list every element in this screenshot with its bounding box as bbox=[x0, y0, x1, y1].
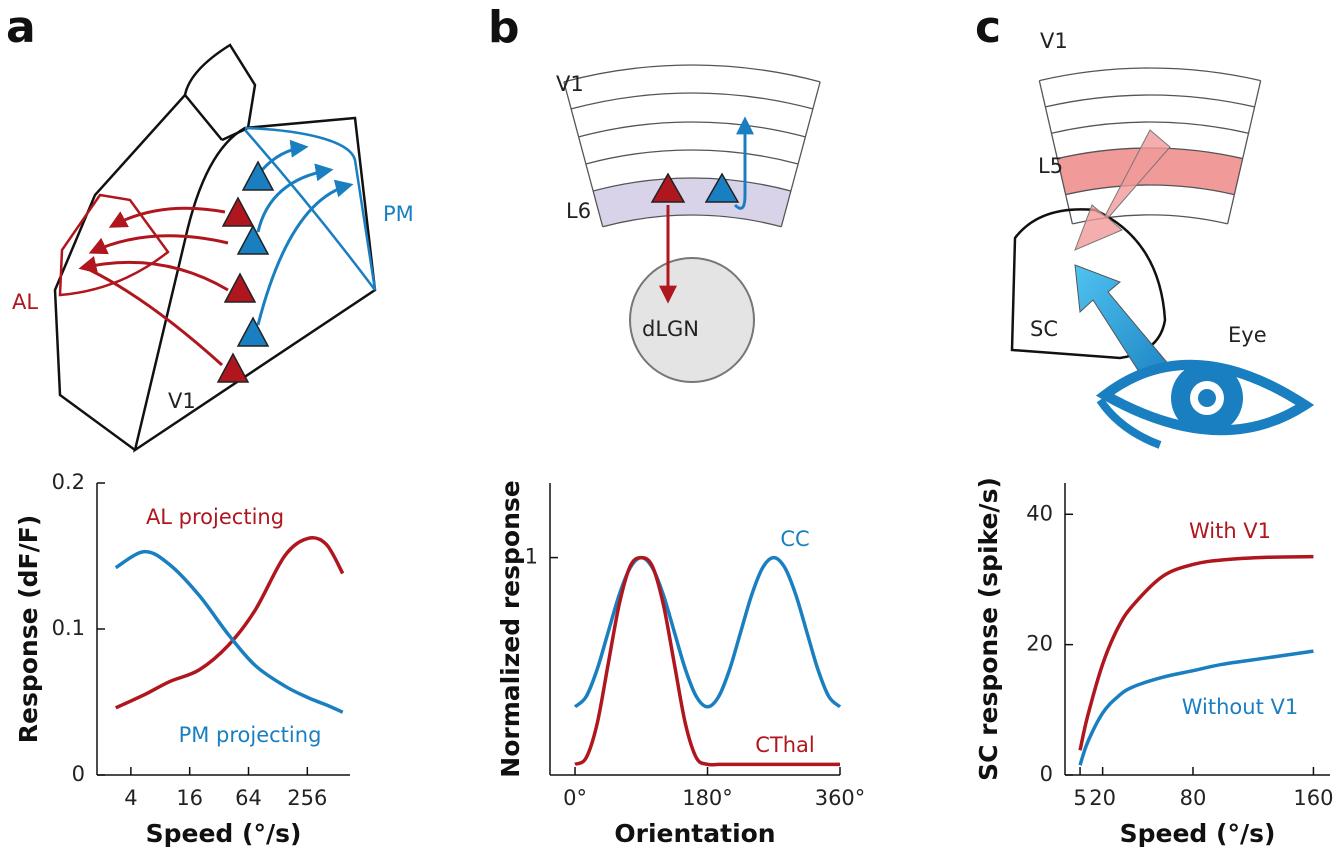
layer-edge bbox=[563, 81, 604, 227]
layer-boundary bbox=[578, 121, 806, 138]
layer-boundary bbox=[1039, 67, 1261, 82]
layer-boundary bbox=[570, 92, 814, 110]
layer-boundary bbox=[1045, 94, 1255, 108]
panel-letter: c bbox=[975, 2, 1001, 53]
layer-edge bbox=[1038, 80, 1074, 224]
x-tick-label: 5 bbox=[1073, 786, 1086, 810]
series-label: PM projecting bbox=[179, 723, 322, 747]
y-tick-label: 20 bbox=[1026, 632, 1053, 656]
series-label: Without V1 bbox=[1182, 695, 1298, 719]
panel-letter: a bbox=[6, 2, 36, 53]
y-tick-label: 1 bbox=[525, 545, 538, 569]
y-tick-label: 40 bbox=[1026, 501, 1053, 525]
series-label: CC bbox=[780, 527, 809, 551]
eye bbox=[1095, 359, 1315, 449]
area-label: dLGN bbox=[642, 317, 699, 341]
x-tick-label: 160 bbox=[1293, 786, 1333, 810]
x-tick-label: 4 bbox=[124, 786, 137, 810]
x-tick-label: 64 bbox=[235, 786, 262, 810]
y-tick-label: 0.1 bbox=[52, 616, 85, 640]
area-label: L5 bbox=[1038, 154, 1063, 178]
x-axis-label: Speed (°/s) bbox=[1120, 819, 1276, 848]
cortex-layers bbox=[1038, 67, 1262, 225]
layer-boundary bbox=[602, 214, 782, 228]
series-line bbox=[574, 555, 840, 767]
series-line bbox=[115, 536, 345, 710]
layer-band bbox=[1057, 148, 1243, 195]
layer-boundary bbox=[585, 149, 799, 165]
area-label: PM bbox=[383, 202, 414, 226]
x-tick-label: 180° bbox=[682, 786, 733, 810]
layer-edge bbox=[1226, 80, 1262, 224]
series-line bbox=[573, 555, 842, 709]
layer-boundary bbox=[563, 64, 821, 83]
layer-band bbox=[593, 178, 791, 227]
y-tick-label: 0.2 bbox=[52, 470, 85, 494]
panel-letter: b bbox=[488, 2, 520, 53]
area-label: L6 bbox=[566, 199, 591, 223]
series-line bbox=[1078, 649, 1314, 766]
area-label: AL bbox=[12, 290, 38, 314]
y-axis-label: Response (dF/F) bbox=[14, 515, 43, 744]
layer-boundary bbox=[1065, 184, 1235, 196]
area-label: V1 bbox=[168, 389, 196, 413]
arrow bbox=[733, 116, 754, 210]
neuron bbox=[704, 172, 740, 203]
area-label: SC bbox=[1030, 317, 1058, 341]
series-label: AL projecting bbox=[146, 505, 284, 529]
y-tick-label: 0 bbox=[72, 762, 85, 786]
area-label: V1 bbox=[556, 72, 584, 96]
x-tick-label: 16 bbox=[176, 786, 203, 810]
series-line bbox=[1078, 554, 1314, 751]
x-tick-label: 20 bbox=[1089, 786, 1116, 810]
series-line bbox=[114, 549, 344, 714]
x-tick-label: 256 bbox=[287, 786, 327, 810]
layer-boundary bbox=[1051, 121, 1249, 134]
x-axis-label: Orientation bbox=[614, 819, 775, 848]
x-tick-label: 0° bbox=[563, 786, 587, 810]
neuron bbox=[650, 172, 686, 203]
x-tick-label: 360° bbox=[815, 786, 866, 810]
cortex-layers bbox=[563, 64, 821, 228]
y-tick-label: 0 bbox=[1040, 762, 1053, 786]
x-axis-label: Speed (°/s) bbox=[146, 819, 302, 848]
layer-edge bbox=[780, 81, 821, 227]
y-axis-label: Normalized response bbox=[496, 480, 525, 777]
x-tick-label: 80 bbox=[1180, 786, 1207, 810]
area-label: Eye bbox=[1228, 323, 1267, 347]
area-label: V1 bbox=[1040, 29, 1068, 53]
y-axis-label: SC response (spike/s) bbox=[974, 477, 1003, 781]
layer-boundary bbox=[592, 177, 792, 192]
series-label: With V1 bbox=[1189, 519, 1271, 543]
arrow bbox=[1074, 129, 1171, 251]
series-label: CThal bbox=[755, 733, 815, 757]
cortex-diagram bbox=[53, 43, 377, 453]
